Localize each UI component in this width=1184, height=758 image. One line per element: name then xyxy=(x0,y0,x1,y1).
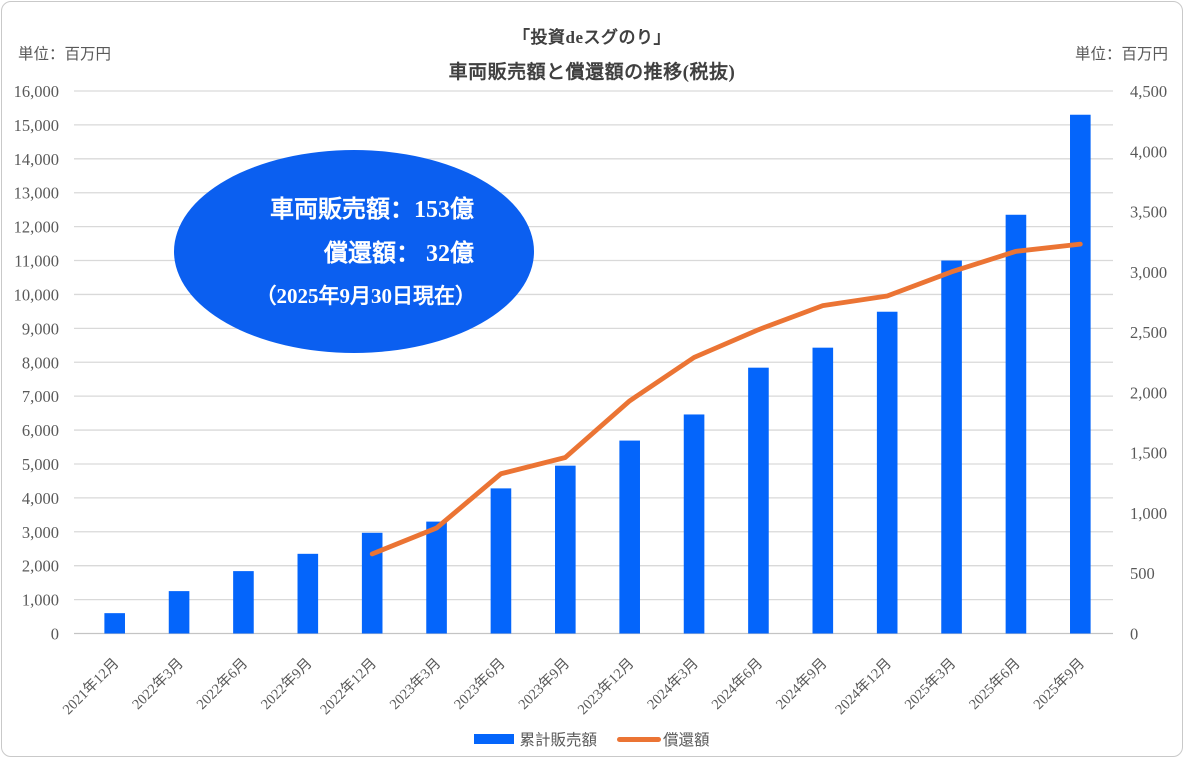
left-axis-tick-label: 13,000 xyxy=(14,184,59,203)
category-label: 2023年9月 xyxy=(515,655,573,713)
unit-label-left: 単位：百万円 xyxy=(18,46,112,63)
legend-label-sales: 累計販売額 xyxy=(519,732,597,749)
category-label: 2024年3月 xyxy=(644,655,702,713)
sales-bar xyxy=(876,311,898,634)
category-label: 2024年9月 xyxy=(772,655,830,713)
callout-sales-total: 車両販売額：153億 xyxy=(270,196,474,223)
right-axis-tick-label: 4,000 xyxy=(1130,142,1167,161)
sales-bar xyxy=(619,440,640,634)
callout-redemption-total: 償還額： 32億 xyxy=(324,240,474,267)
category-label: 2024年6月 xyxy=(708,655,766,713)
left-axis-tick-label: 11,000 xyxy=(14,252,59,271)
category-label: 2023年3月 xyxy=(386,655,444,713)
bar-series-swatch xyxy=(474,734,515,744)
right-axis-tick-label: 0 xyxy=(1130,625,1138,644)
sales-bar xyxy=(748,367,769,634)
left-axis-tick-label: 1,000 xyxy=(22,591,59,610)
right-axis-tick-label: 1,500 xyxy=(1130,444,1167,463)
left-axis-tick-label: 5,000 xyxy=(22,455,59,474)
left-axis-tick-label: 14,000 xyxy=(14,150,59,169)
right-axis-tick-label: 500 xyxy=(1130,564,1155,583)
category-label: 2023年12月 xyxy=(574,655,637,718)
right-axis-tick-label: 3,500 xyxy=(1130,203,1167,222)
category-label: 2022年9月 xyxy=(257,655,315,713)
left-axis-tick-label: 2,000 xyxy=(22,557,59,576)
sales-bar xyxy=(233,571,254,634)
category-label: 2023年6月 xyxy=(451,655,509,713)
callout-asof-date: （2025年9月30日現在） xyxy=(255,283,477,308)
sales-bar xyxy=(683,414,705,634)
chart-title: 「投資deスグのり」 xyxy=(513,28,671,47)
callout-ellipse: 車両販売額：153億 償還額： 32億 （2025年9月30日現在） xyxy=(174,150,534,353)
left-axis-tick-label: 7,000 xyxy=(22,387,59,406)
left-axis-tick-label: 10,000 xyxy=(14,285,59,304)
left-axis-tick-label: 15,000 xyxy=(14,116,59,135)
sales-bar xyxy=(1005,214,1027,634)
right-axis-tick-label: 1,000 xyxy=(1130,504,1167,523)
right-axis-tick-label: 2,000 xyxy=(1130,383,1167,402)
right-axis-tick-label: 3,000 xyxy=(1130,263,1167,282)
category-label: 2022年12月 xyxy=(317,655,380,718)
legend-item-sales: 累計販売額 xyxy=(474,728,597,750)
sales-bar xyxy=(104,613,125,634)
legend: 累計販売額 償還額 xyxy=(2,728,1182,750)
category-label: 2025年3月 xyxy=(901,655,959,713)
left-axis-tick-label: 3,000 xyxy=(22,523,59,542)
category-label: 2021年12月 xyxy=(59,655,122,718)
sales-bar xyxy=(812,347,834,634)
left-axis-tick-label: 4,000 xyxy=(22,489,59,508)
sales-bar xyxy=(941,260,962,634)
line-series-swatch xyxy=(617,736,661,742)
category-label: 2025年9月 xyxy=(1030,655,1088,713)
right-axis-tick-label: 4,500 xyxy=(1130,82,1167,101)
sales-bar xyxy=(1070,114,1091,634)
sales-bar xyxy=(490,488,512,634)
sales-bar xyxy=(426,521,447,634)
sales-bar xyxy=(168,591,190,634)
left-axis-tick-label: 16,000 xyxy=(14,82,59,101)
sales-bar xyxy=(555,465,576,634)
sales-bar xyxy=(297,553,319,634)
left-axis-tick-label: 9,000 xyxy=(22,319,59,338)
category-label: 2024年12月 xyxy=(832,655,895,718)
category-label: 2025年6月 xyxy=(966,655,1024,713)
category-label: 2022年3月 xyxy=(129,655,187,713)
left-axis-tick-label: 12,000 xyxy=(14,218,59,237)
left-axis-tick-label: 8,000 xyxy=(22,353,59,372)
left-axis-tick-label: 6,000 xyxy=(22,421,59,440)
redemption-line xyxy=(369,241,1083,557)
left-axis-tick-label: 0 xyxy=(51,625,59,644)
sales-bar xyxy=(361,532,383,634)
chart-subtitle: 車両販売額と償還額の推移(税抜) xyxy=(448,62,736,83)
category-label: 2022年6月 xyxy=(193,655,251,713)
unit-label-right: 単位：百万円 xyxy=(1074,46,1168,63)
right-axis-tick-label: 2,500 xyxy=(1130,323,1167,342)
legend-item-redemption: 償還額 xyxy=(617,728,710,750)
legend-label-redemption: 償還額 xyxy=(663,732,710,749)
